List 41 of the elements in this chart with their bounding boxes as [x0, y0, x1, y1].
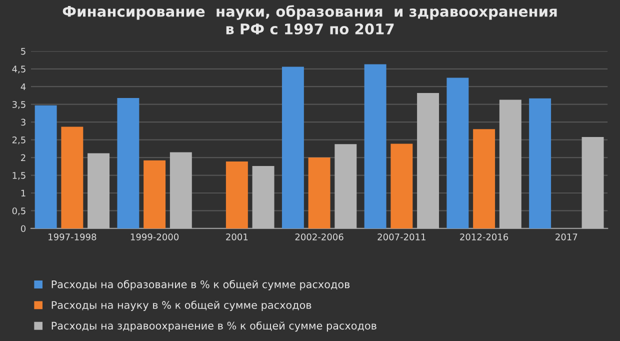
y-tick-label: 0 — [20, 225, 26, 232]
x-tick-label: 2002-2006 — [295, 233, 344, 240]
y-tick-label: 2 — [21, 154, 26, 161]
x-tick-label: 2012-2016 — [460, 233, 508, 240]
bar — [529, 98, 552, 228]
bar — [417, 93, 440, 228]
y-tick-label: 1 — [21, 190, 26, 196]
x-tick-label: 1999-2000 — [130, 233, 179, 240]
bar — [144, 160, 166, 228]
y-tick-label: 4 — [20, 83, 26, 90]
x-tick-label: 2001 — [226, 233, 248, 240]
bar — [117, 98, 140, 228]
bar — [170, 152, 192, 228]
chart-title: Финансирование науки, образования и здравоохранения в РФ с 1997 по 2017 — [62, 5, 557, 34]
bar — [61, 126, 84, 228]
bar — [226, 161, 248, 228]
legend-label: Расходы на здравоохранение в % к общей сумме расходов — [52, 321, 376, 332]
bar — [88, 153, 110, 228]
y-tick-label: 0,5 — [12, 207, 26, 216]
y-tick-label: 1,5 — [12, 172, 26, 180]
bar — [364, 64, 386, 228]
legend-label: Расходы на науку в % к общей сумме расходов — [52, 300, 312, 311]
bar — [390, 144, 413, 228]
bar — [252, 166, 274, 228]
bar — [582, 136, 604, 228]
bar — [34, 105, 57, 228]
bar — [446, 78, 469, 228]
x-tick-label: 2017 — [556, 233, 578, 240]
y-tick-label: 2,5 — [12, 136, 26, 144]
y-tick-label: 5 — [21, 48, 26, 55]
x-tick-label: 2007-2011 — [378, 233, 426, 240]
bar — [473, 129, 496, 228]
y-tick-label: 3 — [21, 118, 26, 126]
y-tick-label: 4,5 — [12, 66, 26, 74]
x-tick-label: 1997-1998 — [48, 233, 96, 240]
bar — [282, 66, 304, 228]
bar — [308, 158, 330, 228]
bar — [499, 100, 522, 228]
y-tick-label: 3,5 — [12, 101, 26, 109]
bar — [334, 144, 357, 228]
legend-label: Расходы на образование в % к общей сумме расходов — [52, 280, 350, 290]
